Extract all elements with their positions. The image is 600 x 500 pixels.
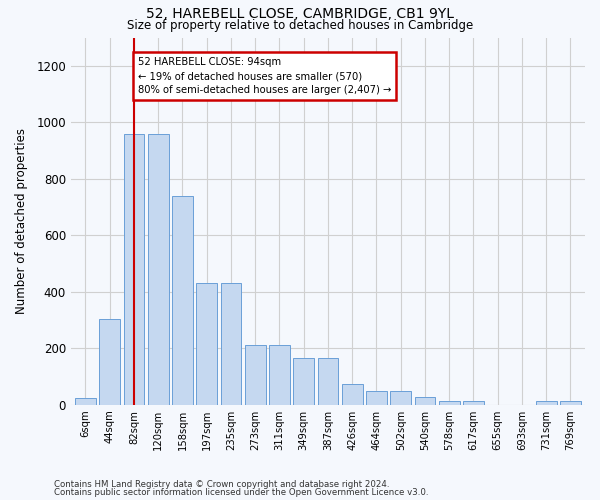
- Bar: [342, 384, 362, 405]
- Bar: [196, 284, 217, 405]
- Bar: [221, 284, 241, 405]
- Bar: [124, 134, 144, 405]
- Bar: [293, 358, 314, 405]
- Bar: [269, 346, 290, 405]
- Text: 52 HAREBELL CLOSE: 94sqm
← 19% of detached houses are smaller (570)
80% of semi-: 52 HAREBELL CLOSE: 94sqm ← 19% of detach…: [137, 58, 391, 96]
- Bar: [536, 402, 557, 405]
- Bar: [245, 346, 266, 405]
- Text: Contains public sector information licensed under the Open Government Licence v3: Contains public sector information licen…: [54, 488, 428, 497]
- Bar: [415, 397, 435, 405]
- Text: Contains HM Land Registry data © Crown copyright and database right 2024.: Contains HM Land Registry data © Crown c…: [54, 480, 389, 489]
- Bar: [463, 402, 484, 405]
- Bar: [148, 134, 169, 405]
- Bar: [391, 390, 411, 405]
- Text: Size of property relative to detached houses in Cambridge: Size of property relative to detached ho…: [127, 18, 473, 32]
- Bar: [100, 318, 120, 405]
- Bar: [75, 398, 96, 405]
- Bar: [560, 402, 581, 405]
- Y-axis label: Number of detached properties: Number of detached properties: [15, 128, 28, 314]
- Bar: [439, 400, 460, 405]
- Bar: [172, 196, 193, 405]
- Bar: [317, 358, 338, 405]
- Bar: [366, 390, 387, 405]
- Text: 52, HAREBELL CLOSE, CAMBRIDGE, CB1 9YL: 52, HAREBELL CLOSE, CAMBRIDGE, CB1 9YL: [146, 8, 454, 22]
